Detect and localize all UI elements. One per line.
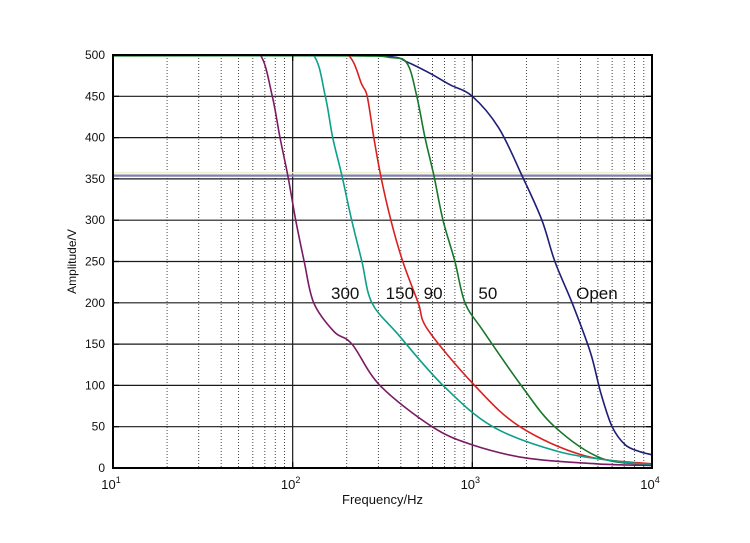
y-tick-label: 450 — [85, 89, 105, 103]
y-tick-label: 200 — [85, 296, 105, 310]
x-tick-label: 103 — [461, 475, 480, 492]
curve-label-50: 50 — [478, 284, 497, 303]
x-tick-label: 101 — [101, 475, 120, 492]
y-tick-labels: 0 50 100 150 200 250 300 350 400 450 500 — [85, 48, 105, 475]
curve-90 — [113, 54, 652, 465]
curve-label-300: 300 — [331, 284, 359, 303]
y-tick-label: 50 — [92, 420, 106, 434]
tick-marks — [112, 54, 653, 469]
curve-label-150: 150 — [386, 284, 414, 303]
y-tick-label: 500 — [85, 48, 105, 62]
y-tick-label: 250 — [85, 255, 105, 269]
y-tick-label: 350 — [85, 172, 105, 186]
x-tick-labels: 101 102 103 104 — [101, 475, 659, 492]
y-tick-label: 0 — [98, 461, 105, 475]
curve-50 — [113, 54, 652, 466]
x-axis-label: Frequency/Hz — [342, 492, 423, 507]
y-axis-label: Amplitude/V — [65, 229, 79, 294]
y-tick-label: 100 — [85, 378, 105, 392]
y-tick-label: 300 — [85, 213, 105, 227]
y-tick-label: 400 — [85, 131, 105, 145]
curve-300 — [113, 54, 652, 467]
curve-label-open: Open — [576, 284, 618, 303]
horizontal-gridlines — [113, 95, 652, 428]
curve-label-90: 90 — [424, 284, 443, 303]
x-tick-label: 102 — [281, 475, 300, 492]
x-tick-label: 104 — [640, 475, 659, 492]
y-tick-label: 150 — [85, 337, 105, 351]
curve-labels: 300 150 90 50 Open — [331, 284, 618, 303]
vertical-gridlines — [292, 55, 473, 468]
